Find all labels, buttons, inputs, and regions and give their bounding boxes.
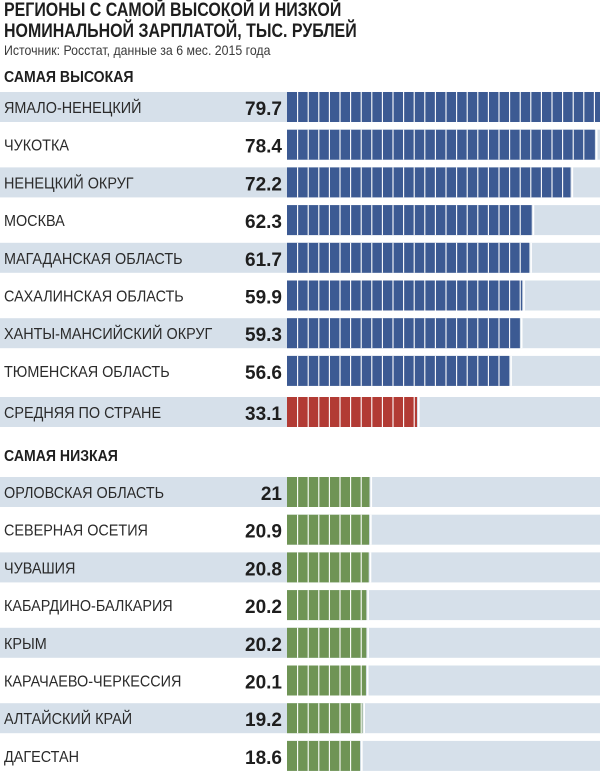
bar-сахалинская-область	[287, 280, 523, 311]
value-label-магаданская-область: 61.7	[245, 250, 282, 271]
bar-ямало-ненецкий	[287, 92, 600, 122]
bar-орловская-область	[287, 477, 370, 507]
category-label-средняя-по-стране: СРЕДНЯЯ ПО СТРАНЕ	[4, 404, 161, 422]
value-label-тюменская-область: 56.6	[245, 363, 282, 384]
bar-москва	[287, 205, 532, 236]
value-label-ненецкий-округ: 72.2	[245, 174, 282, 195]
bar-end-карачаево-черкессия	[366, 665, 369, 696]
category-label-алтайский-край: АЛТАЙСКИЙ КРАЙ	[4, 709, 132, 728]
category-label-магаданская-область: МАГАДАНСКАЯ ОБЛАСТЬ	[4, 250, 183, 268]
category-label-орловская-область: ОРЛОВСКАЯ ОБЛАСТЬ	[4, 484, 164, 502]
bar-end-алтайский-край	[363, 703, 366, 734]
bar-алтайский-край	[287, 703, 363, 734]
bar-карачаево-черкессия	[287, 665, 366, 696]
bar-тюменская-область	[287, 355, 510, 386]
category-label-ямало-ненецкий: ЯМАЛО-НЕНЕЦКИЙ	[4, 98, 142, 117]
chart-title-line2: номинальной зарплатой, тыс. рублей	[4, 21, 357, 42]
bar-end-чувашия	[369, 552, 372, 583]
value-label-ханты-мансийский-округ: 59.3	[245, 325, 282, 346]
bar-end-ненецкий-округ	[571, 167, 574, 198]
value-label-кабардино-балкария: 20.2	[245, 597, 282, 618]
section-title-low: САМАЯ НИЗКАЯ	[4, 448, 118, 465]
bar-северная-осетия	[287, 514, 370, 545]
row-band-тюменская-область	[0, 355, 287, 386]
value-label-крым: 20.2	[245, 635, 282, 656]
bar-чукотка	[287, 129, 595, 160]
value-label-чукотка: 78.4	[245, 137, 282, 158]
bar-end-магаданская-область	[530, 242, 532, 273]
bar-end-кабардино-балкария	[367, 590, 369, 621]
value-label-сахалинская-область: 59.9	[245, 288, 282, 309]
category-label-карачаево-черкессия: КАРАЧАЕВО-ЧЕРКЕССИЯ	[4, 673, 181, 691]
category-label-ненецкий-округ: НЕНЕЦКИЙ ОКРУГ	[4, 174, 134, 193]
category-label-москва: МОСКВА	[4, 212, 66, 230]
row-band-москва	[0, 205, 287, 236]
bar-end-тюменская-область	[510, 355, 512, 386]
category-label-крым: КРЫМ	[4, 635, 47, 653]
category-label-кабардино-балкария: КАБАРДИНО-БАЛКАРИЯ	[4, 597, 173, 615]
value-label-карачаево-черкессия: 20.1	[245, 673, 282, 694]
bar-end-северная-осетия	[370, 514, 372, 545]
bar-end-москва	[532, 205, 535, 236]
chart-source: Источник: Росстат, данные за 6 мес. 2015…	[4, 42, 271, 58]
category-label-чувашия: ЧУВАШИЯ	[4, 560, 75, 578]
bar-ненецкий-округ	[287, 167, 571, 198]
value-label-алтайский-край: 19.2	[245, 710, 282, 731]
category-label-северная-осетия: СЕВЕРНАЯ ОСЕТИЯ	[4, 522, 148, 540]
category-label-сахалинская-область: САХАЛИНСКАЯ ОБЛАСТЬ	[4, 288, 184, 306]
value-label-чувашия: 20.8	[245, 559, 282, 580]
bar-магаданская-область	[287, 242, 530, 273]
value-label-орловская-область: 21	[261, 484, 283, 505]
bar-end-дагестан	[361, 740, 363, 771]
row-band-кабардино-балкария	[0, 590, 287, 621]
chart-title: Регионы с самой высокой и низкой номинал…	[4, 0, 596, 42]
chart-title-line1: Регионы с самой высокой и низкой	[4, 0, 342, 21]
value-label-дагестан: 18.6	[245, 748, 282, 769]
bar-средняя-по-стране	[287, 397, 417, 427]
category-label-дагестан: ДАГЕСТАН	[4, 748, 79, 766]
row-band-северная-осетия	[0, 514, 287, 545]
value-label-ямало-ненецкий: 79.7	[245, 99, 282, 120]
bar-кабардино-балкария	[287, 590, 367, 621]
value-label-северная-осетия: 20.9	[245, 522, 282, 543]
category-label-тюменская-область: ТЮМЕНСКАЯ ОБЛАСТЬ	[4, 363, 170, 381]
bar-end-орловская-область	[370, 477, 373, 507]
bar-крым	[287, 627, 367, 658]
row-band-карачаево-черкессия	[0, 665, 287, 696]
row-band-чукотка	[0, 129, 287, 160]
bar-end-крым	[367, 627, 369, 658]
category-label-ханты-мансийский-округ: ХАНТЫ-МАНСИЙСКИЙ ОКРУГ	[4, 324, 212, 343]
bar-end-чукотка	[595, 129, 598, 160]
section-title-high: САМАЯ ВЫСОКАЯ	[4, 69, 134, 86]
bar-end-средняя-по-стране	[417, 397, 420, 427]
bar-end-ханты-мансийский-округ	[520, 318, 523, 349]
value-label-средняя-по-стране: 33.1	[245, 404, 282, 425]
bar-дагестан	[287, 740, 361, 771]
row-band-сахалинская-область	[0, 280, 287, 311]
value-label-москва: 62.3	[245, 212, 282, 233]
category-label-чукотка: ЧУКОТКА	[4, 137, 70, 155]
bar-чувашия	[287, 552, 369, 583]
bar-end-сахалинская-область	[523, 280, 525, 311]
row-band-дагестан	[0, 740, 287, 771]
